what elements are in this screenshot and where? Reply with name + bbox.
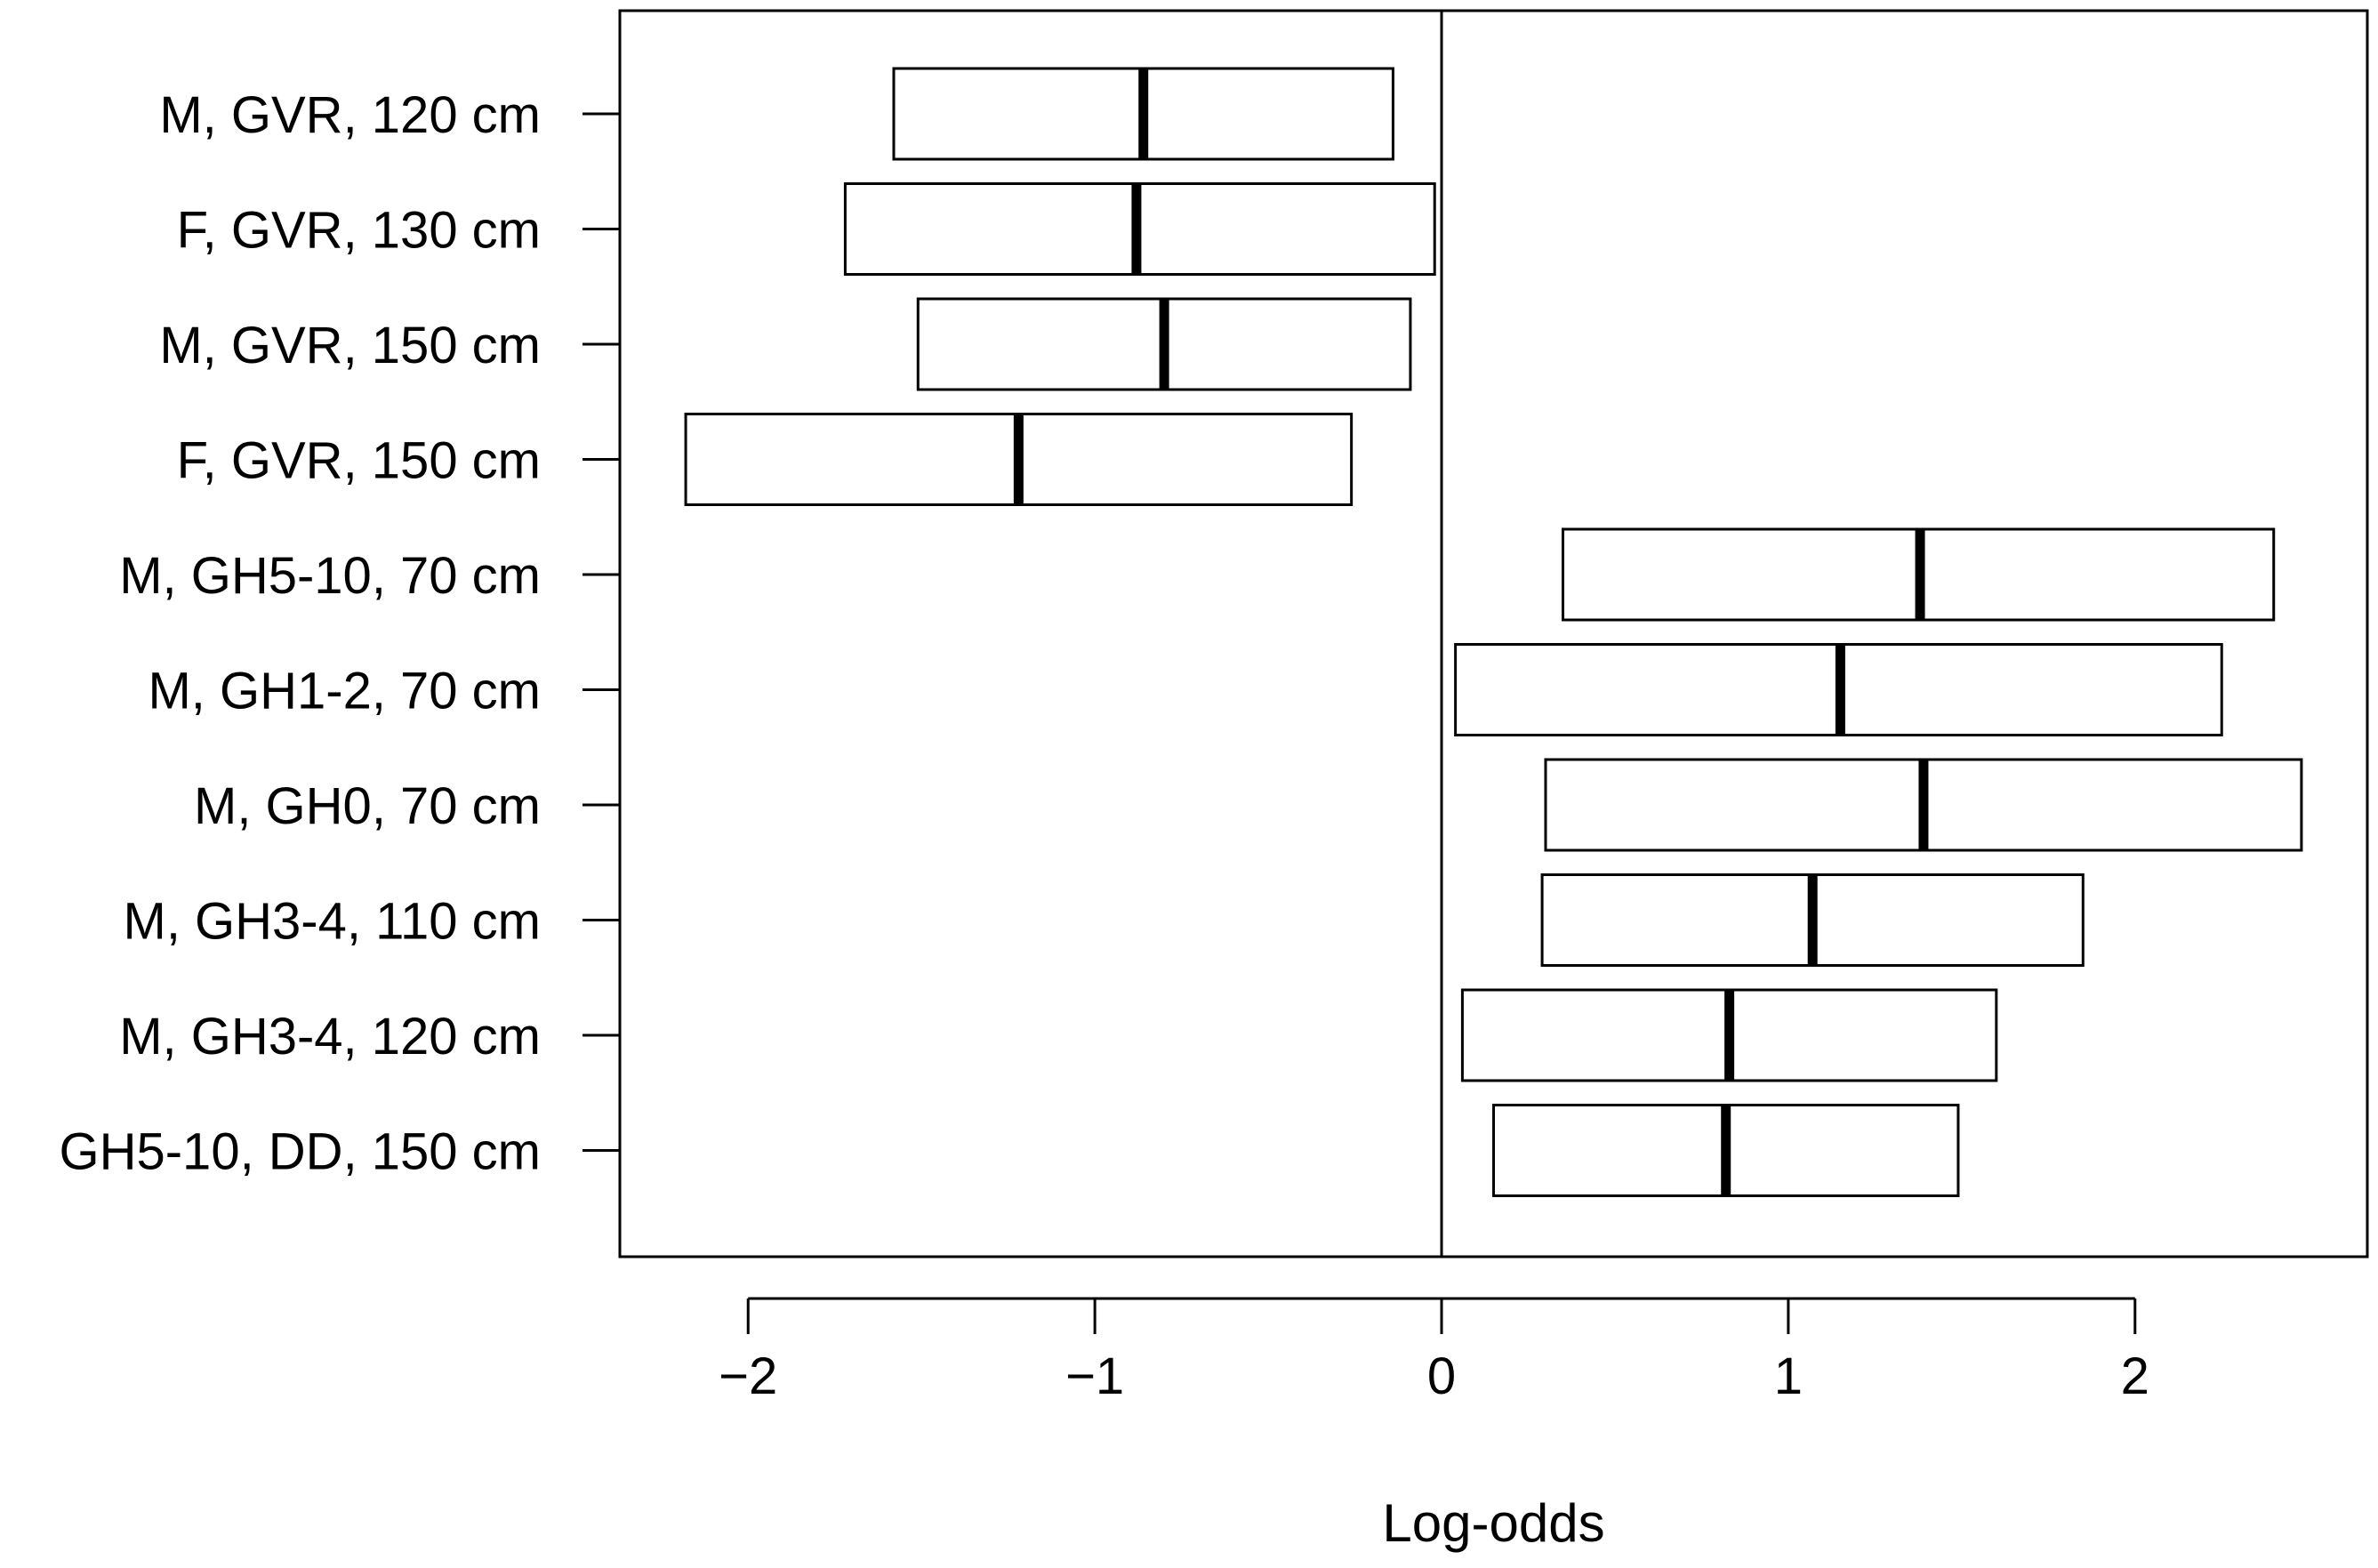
plot-frame: [618, 9, 2369, 1258]
y-tick-label: M, GH3-4, 120 cm: [119, 1008, 541, 1065]
y-tick-label: M, GH5-10, 70 cm: [119, 547, 541, 605]
x-axis: −2 −1 0 1 2: [719, 1297, 2149, 1405]
x-tick-label: 0: [1427, 1347, 1456, 1405]
y-axis: M, GVR, 120 cm F, GVR, 130 cm M, GVR, 150 …: [59, 86, 620, 1181]
y-tick-label: M, GVR, 150 cm: [159, 317, 541, 374]
intervals-layer: [684, 67, 2303, 1197]
x-tick-label: −1: [1065, 1347, 1124, 1405]
y-tick-label: M, GH1-2, 70 cm: [148, 663, 541, 720]
y-tick-label: M, GH0, 70 cm: [194, 777, 541, 835]
x-tick-label: 2: [2121, 1347, 2149, 1405]
y-tick-label: F, GVR, 130 cm: [177, 202, 541, 260]
x-axis-title: Log-odds: [1382, 1493, 1604, 1553]
y-tick-label: GH5-10, DD, 150 cm: [59, 1123, 541, 1181]
x-tick-label: −2: [719, 1347, 777, 1405]
x-tick-label: 1: [1774, 1347, 1803, 1405]
y-tick-label: M, GVR, 120 cm: [159, 86, 541, 144]
y-tick-label: F, GVR, 150 cm: [177, 432, 541, 490]
y-tick-label: M, GH3-4, 110 cm: [124, 893, 542, 951]
plot-border: [618, 9, 2369, 1258]
